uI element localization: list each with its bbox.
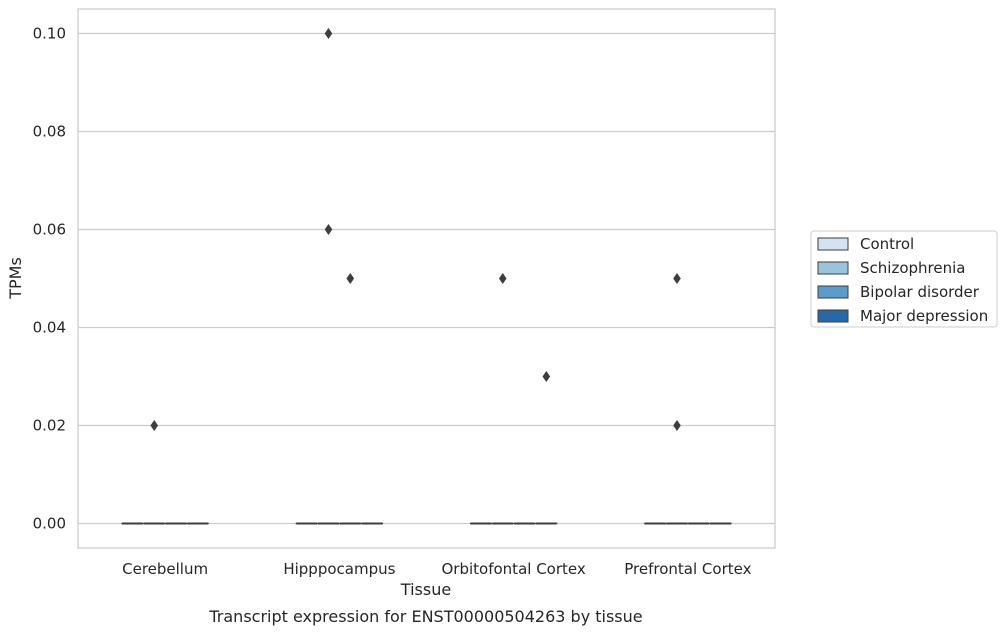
- outlier-point: [673, 273, 681, 284]
- outlier-point: [150, 420, 158, 431]
- x-tick-label: Hipppocampus: [283, 560, 395, 578]
- legend-label: Schizophrenia: [860, 259, 965, 277]
- legend-swatch: [818, 286, 848, 298]
- grid-lines: [78, 34, 775, 524]
- x-tick-label: Cerebellum: [122, 560, 208, 578]
- outlier-point: [542, 371, 550, 382]
- y-tick-labels: 0.00 0.02 0.04 0.06 0.08 0.10: [33, 25, 66, 533]
- x-tick-label: Prefrontal Cortex: [624, 560, 751, 578]
- legend-swatch: [818, 310, 848, 322]
- outlier-point: [325, 224, 333, 235]
- y-tick-label: 0.00: [33, 515, 66, 533]
- legend-label: Bipolar disorder: [860, 283, 980, 301]
- x-axis-label: Tissue: [400, 580, 451, 599]
- x-tick-label: Orbitofontal Cortex: [442, 560, 586, 578]
- y-tick-label: 0.04: [33, 319, 66, 337]
- plot-frame: [78, 9, 775, 548]
- legend-label: Control: [860, 235, 914, 253]
- y-tick-label: 0.08: [33, 123, 66, 141]
- legend-swatch: [818, 238, 848, 250]
- legend: Control Schizophrenia Bipolar disorder Majo…: [811, 231, 997, 327]
- y-tick-label: 0.10: [33, 25, 66, 43]
- y-axis-label: TPMs: [6, 257, 25, 300]
- legend-swatch: [818, 262, 848, 274]
- y-tick-label: 0.06: [33, 221, 66, 239]
- x-tick-labels: Cerebellum Hipppocampus Orbitofontal Corte…: [122, 560, 751, 578]
- chart-caption: Transcript expression for ENST0000050426…: [208, 607, 642, 626]
- outlier-point: [673, 420, 681, 431]
- legend-label: Major depression: [860, 307, 988, 325]
- outlier-point: [346, 273, 354, 284]
- outlier-point: [325, 28, 333, 39]
- y-tick-label: 0.02: [33, 417, 66, 435]
- outlier-point: [499, 273, 507, 284]
